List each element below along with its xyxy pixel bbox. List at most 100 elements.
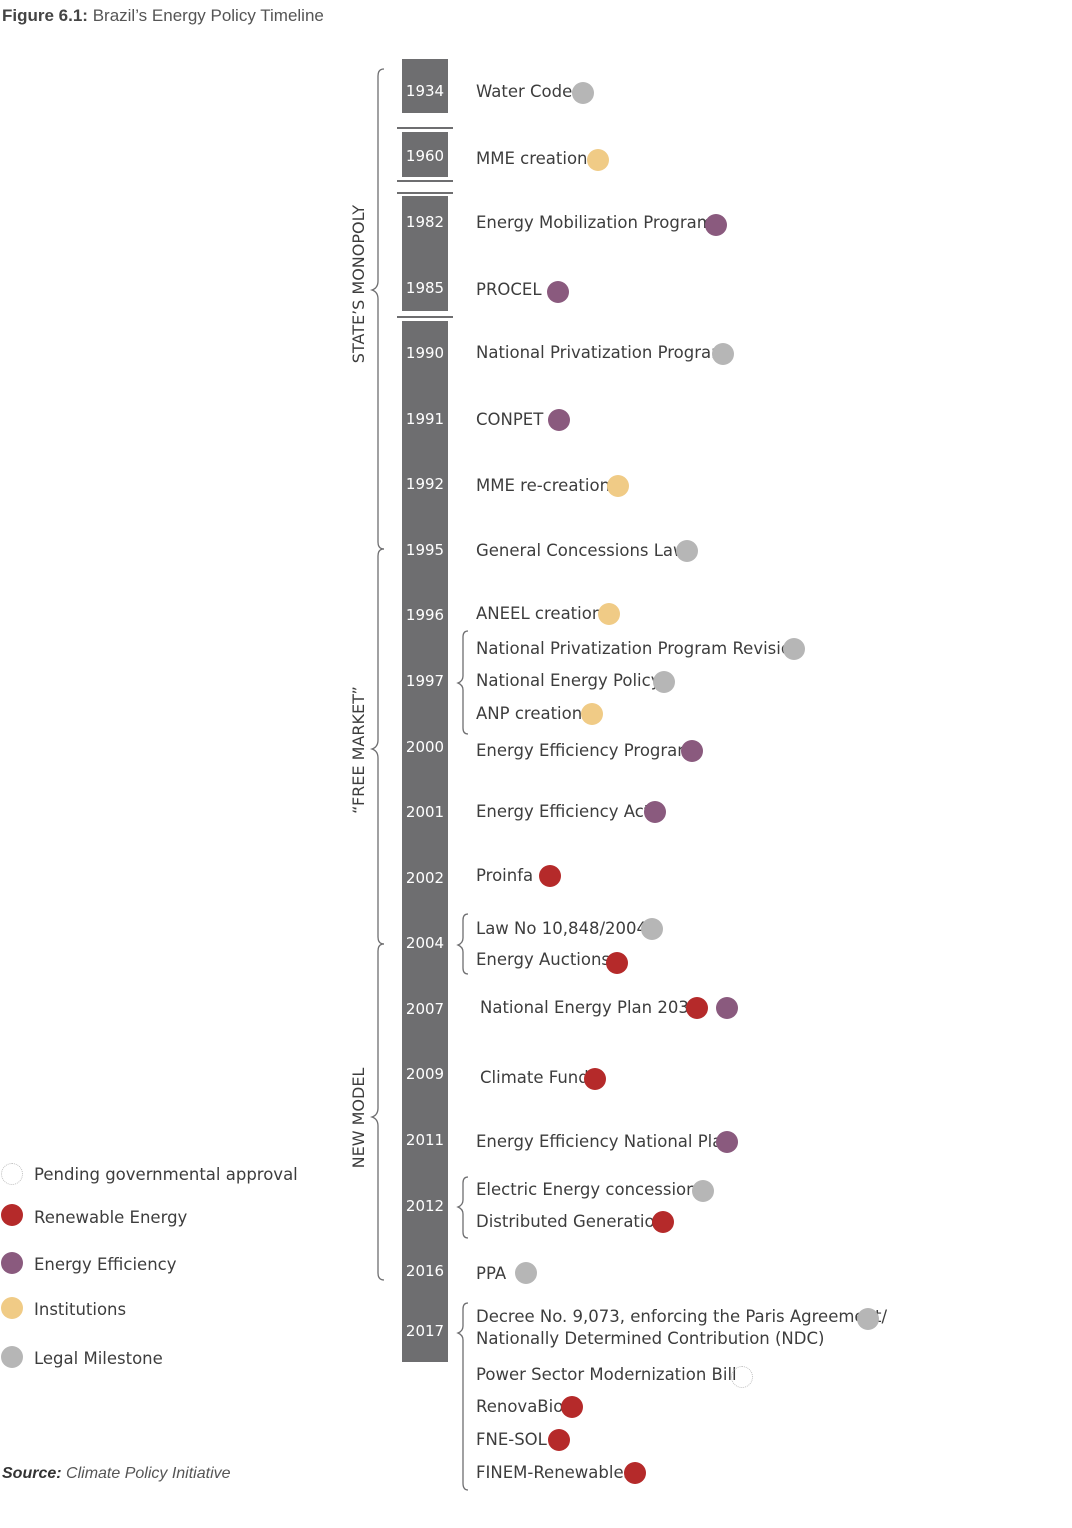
category-dot — [548, 409, 570, 431]
year-label: 2016 — [405, 1262, 445, 1280]
category-dot — [624, 1462, 646, 1484]
category-dot — [644, 801, 666, 823]
era-brace — [369, 548, 385, 945]
event-energy-auctions: Energy Auctions — [476, 950, 611, 969]
event-law-10848: Law No 10,848/2004 — [476, 919, 648, 938]
category-dot — [548, 1429, 570, 1451]
event-proinfa: Proinfa — [476, 866, 534, 885]
category-dot — [652, 1211, 674, 1233]
year-label: 2012 — [405, 1197, 445, 1215]
event-energy-efficiency-program: Energy Efficiency Program — [476, 741, 694, 760]
year-label: 1985 — [405, 279, 445, 297]
event-energy-efficiency-act: Energy Efficiency Act — [476, 802, 651, 821]
event-ppa: PPA — [476, 1264, 507, 1283]
year-label: 2000 — [405, 738, 445, 756]
event-water-code: Water Code — [476, 82, 573, 101]
group-brace — [456, 1176, 469, 1239]
group-brace — [456, 1302, 469, 1491]
category-dot — [716, 997, 738, 1019]
timeline-separator — [397, 316, 453, 318]
timeline-bar-segment — [402, 196, 448, 311]
era-brace — [369, 943, 385, 1281]
category-dot — [705, 214, 727, 236]
timeline-separator — [397, 127, 453, 129]
year-label: 2001 — [405, 803, 445, 821]
year-label: 2007 — [405, 1000, 445, 1018]
legend-dot-pending — [1, 1163, 23, 1185]
event-electric-energy-concessions: Electric Energy concessions — [476, 1180, 706, 1199]
event-mme-creation: MME creation — [476, 149, 588, 168]
category-dot — [587, 149, 609, 171]
figure-number: Figure 6.1: — [2, 6, 88, 25]
category-dot — [515, 1262, 537, 1284]
category-dot — [581, 703, 603, 725]
legend-label-legal: Legal Milestone — [34, 1349, 163, 1368]
event-decree-9073-line2: Nationally Determined Contribution (NDC) — [476, 1329, 825, 1348]
legend-label-pending: Pending governmental approval — [34, 1165, 298, 1184]
timeline-separator — [397, 192, 453, 194]
year-label: 1992 — [405, 475, 445, 493]
year-label: 1960 — [405, 147, 445, 165]
legend-dot-legal — [1, 1346, 23, 1368]
timeline-bar-segment — [402, 59, 448, 113]
event-procel: PROCEL — [476, 280, 542, 299]
legend-label-efficiency: Energy Efficiency — [34, 1255, 177, 1274]
category-dot — [547, 281, 569, 303]
year-label: 2009 — [405, 1065, 445, 1083]
legend-dot-renewable — [1, 1204, 23, 1226]
timeline-bar-segment — [402, 321, 448, 1362]
event-distributed-generation: Distributed Generation — [476, 1212, 666, 1231]
era-label-free-market: “FREE MARKET” — [349, 686, 368, 814]
event-anp-creation: ANP creation — [476, 704, 583, 723]
legend-label-institutions: Institutions — [34, 1300, 127, 1319]
legend-dot-efficiency — [1, 1252, 23, 1274]
event-decree-9073: Decree No. 9,073, enforcing the Paris Ag… — [476, 1307, 888, 1326]
event-aneel-creation: ANEEL creation — [476, 604, 603, 623]
event-energy-mobilization-program: Energy Mobilization Program — [476, 213, 713, 232]
event-conpet: CONPET — [476, 410, 544, 429]
year-label: 1982 — [405, 213, 445, 231]
category-dot — [692, 1180, 714, 1202]
era-brace — [369, 68, 385, 550]
figure-title-text: Brazil’s Energy Policy Timeline — [92, 6, 324, 25]
legend-label-renewable: Renewable Energy — [34, 1208, 188, 1227]
category-dot — [607, 475, 629, 497]
category-dot — [681, 740, 703, 762]
era-label-new-model: NEW MODEL — [349, 1067, 368, 1169]
year-label: 1996 — [405, 606, 445, 624]
year-label: 2011 — [405, 1131, 445, 1149]
year-label: 2004 — [405, 934, 445, 952]
event-general-concessions-law: General Concessions Law — [476, 541, 687, 560]
event-renovabio: RenovaBio — [476, 1397, 564, 1416]
category-dot — [539, 865, 561, 887]
category-dot — [712, 343, 734, 365]
source-prefix: Source: — [2, 1465, 62, 1482]
figure-title: Figure 6.1: Brazil’s Energy Policy Timel… — [2, 6, 324, 26]
event-fne-sol: FNE-SOL — [476, 1430, 547, 1449]
year-label: 1995 — [405, 541, 445, 559]
event-privatization-revision: National Privatization Program Revision — [476, 639, 802, 658]
category-dot — [598, 603, 620, 625]
event-mme-re-creation: MME re-creation — [476, 476, 611, 495]
year-label: 1997 — [405, 672, 445, 690]
event-national-privatization-program: National Privatization Program — [476, 343, 728, 362]
category-dot — [606, 952, 628, 974]
event-climate-fund: Climate Fund — [480, 1068, 589, 1087]
category-dot — [561, 1396, 583, 1418]
event-energy-efficiency-national-plan: Energy Efficiency National Plan — [476, 1132, 733, 1151]
event-national-energy-policy: National Energy Policy — [476, 671, 661, 690]
category-dot — [584, 1068, 606, 1090]
year-label: 1934 — [405, 82, 445, 100]
group-brace — [456, 630, 469, 735]
category-dot — [731, 1366, 753, 1388]
category-dot — [572, 82, 594, 104]
category-dot — [783, 638, 805, 660]
source-line: Source: Climate Policy Initiative — [2, 1465, 231, 1483]
category-dot — [653, 671, 675, 693]
legend-dot-institutions — [1, 1297, 23, 1319]
category-dot — [716, 1131, 738, 1153]
year-label: 1990 — [405, 344, 445, 362]
year-label: 2002 — [405, 869, 445, 887]
source-text: Climate Policy Initiative — [66, 1465, 231, 1482]
